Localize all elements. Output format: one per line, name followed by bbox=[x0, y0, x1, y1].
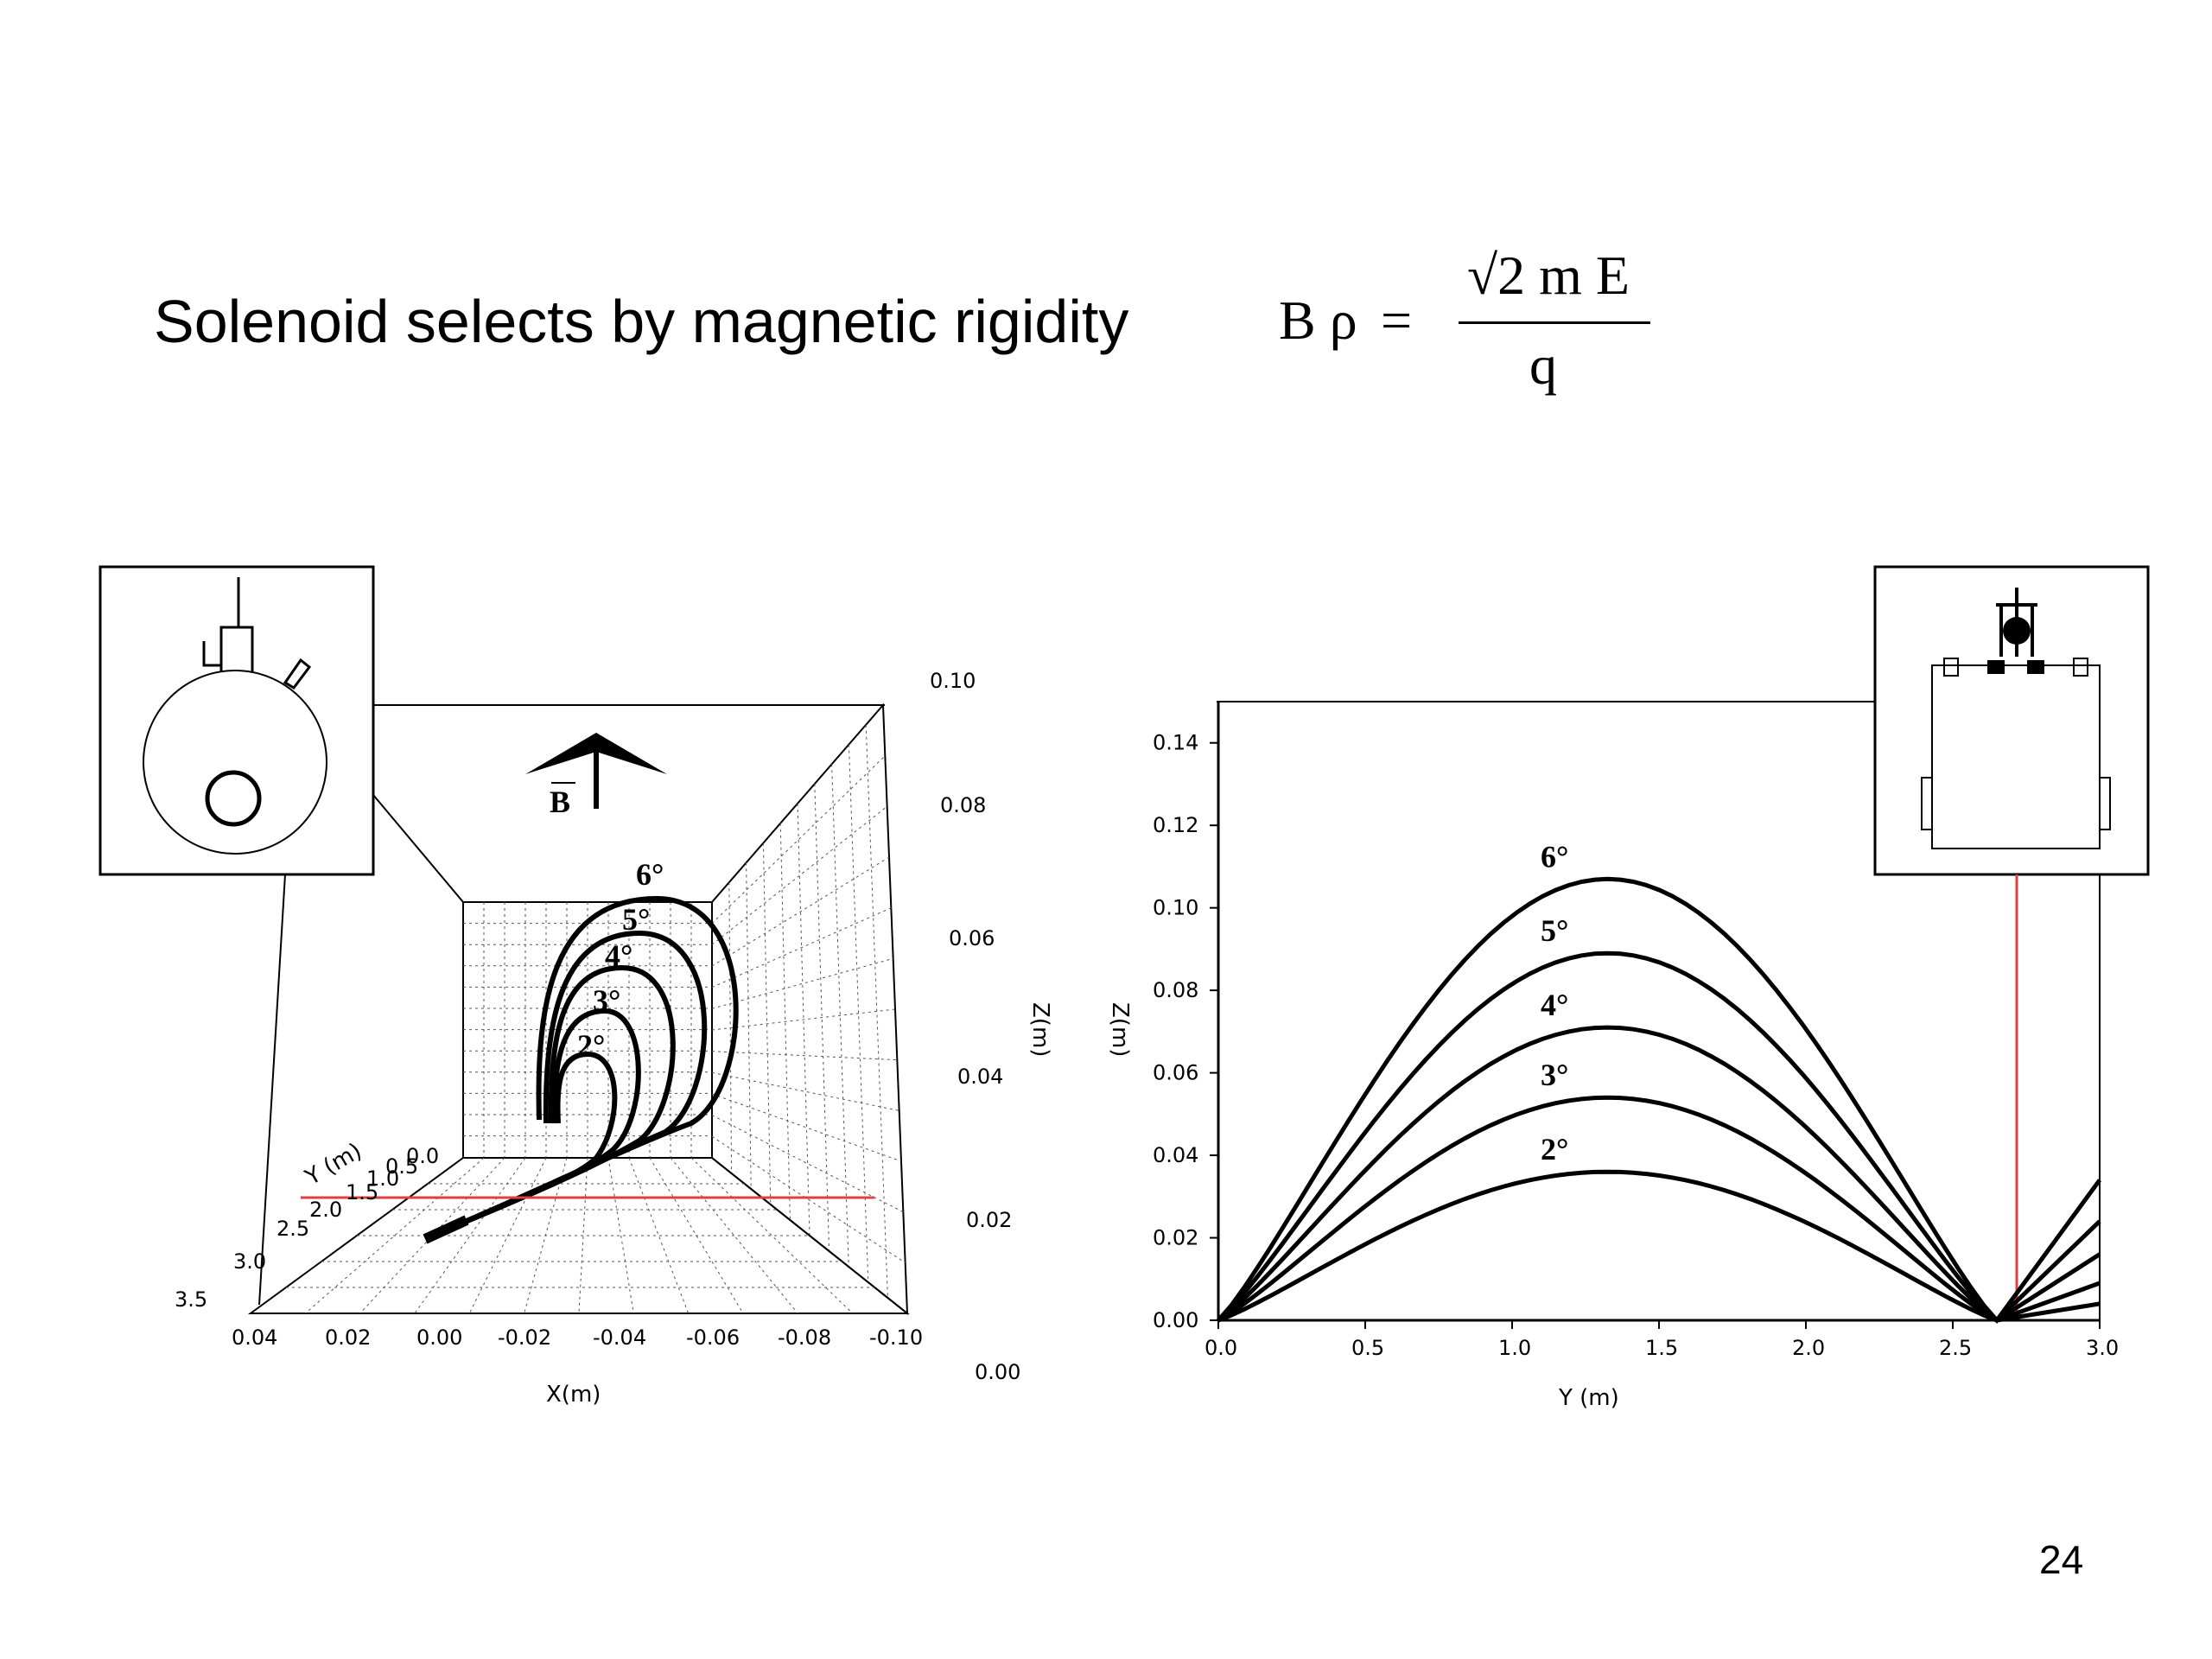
solenoid-circle bbox=[143, 670, 327, 855]
series-line bbox=[1217, 1169, 2101, 1323]
series-line bbox=[1217, 1095, 2101, 1323]
magnetic-field-arrow: B bbox=[525, 733, 667, 819]
rigidity-formula: B ρ = √2 m E q bbox=[1279, 244, 1659, 408]
formula-fraction-bar bbox=[1459, 321, 1650, 324]
svg-text:0.00: 0.00 bbox=[416, 1325, 462, 1350]
svg-text:-0.04: -0.04 bbox=[593, 1325, 646, 1350]
y-tick-label: 0.02 bbox=[1153, 1226, 1198, 1250]
angle-labels-3d: 6° 5° 4° 3° 2° bbox=[577, 857, 664, 1063]
angle-label-5: 5° bbox=[622, 902, 650, 937]
svg-text:2.0: 2.0 bbox=[309, 1198, 342, 1222]
svg-text:-0.06: -0.06 bbox=[686, 1325, 740, 1350]
x-tick-label: 0.5 bbox=[1351, 1336, 1384, 1360]
trajectories-3d bbox=[423, 895, 739, 1244]
y-tick-label: 0.14 bbox=[1153, 731, 1198, 755]
x-axis-label-right: Y (m) bbox=[1558, 1385, 1619, 1411]
svg-text:2.5: 2.5 bbox=[276, 1217, 309, 1241]
series-lines bbox=[1217, 876, 2102, 1324]
target-circle bbox=[205, 770, 262, 827]
svg-text:3.5: 3.5 bbox=[175, 1287, 207, 1312]
y-tick-label: 0.06 bbox=[1153, 1061, 1198, 1085]
x-tick-label: 1.0 bbox=[1498, 1336, 1531, 1360]
svg-text:0.00: 0.00 bbox=[975, 1360, 1020, 1384]
y-axis-label-right: Z(m) bbox=[1107, 1002, 1133, 1057]
series-line bbox=[1217, 1025, 2101, 1324]
inset-solenoid-side bbox=[1873, 565, 2150, 876]
formula-lhs: B ρ bbox=[1279, 289, 1357, 351]
svg-text:0.04: 0.04 bbox=[232, 1325, 277, 1350]
svg-text:-0.08: -0.08 bbox=[778, 1325, 831, 1350]
svg-text:3.0: 3.0 bbox=[233, 1249, 266, 1274]
svg-text:-0.10: -0.10 bbox=[869, 1325, 923, 1350]
series-label: 3° bbox=[1541, 1058, 1568, 1092]
svg-text:0.10: 0.10 bbox=[930, 669, 976, 693]
svg-text:1.0: 1.0 bbox=[366, 1166, 399, 1191]
svg-text:0.02: 0.02 bbox=[325, 1325, 371, 1350]
svg-text:0.06: 0.06 bbox=[949, 926, 995, 950]
y-tick-label: 0.04 bbox=[1153, 1143, 1198, 1167]
x-tick-label: 3.0 bbox=[2086, 1336, 2119, 1360]
y-tick-label: 0.08 bbox=[1153, 978, 1198, 1002]
svg-text:0.0: 0.0 bbox=[406, 1144, 439, 1168]
angle-label-6: 6° bbox=[636, 857, 664, 892]
x-axis-label-left: X(m) bbox=[546, 1382, 601, 1408]
angle-label-4: 4° bbox=[605, 938, 632, 973]
y-depth-axis-ticks: 3.5 3.0 2.5 2.0 1.5 1.0 0.5 0.0 Y (m) bbox=[175, 1138, 439, 1312]
page-number: 24 bbox=[2039, 1537, 2084, 1582]
x-tick-label: 2.5 bbox=[1939, 1336, 1972, 1360]
detector-sketch bbox=[202, 577, 254, 672]
svg-text:1.5: 1.5 bbox=[346, 1180, 378, 1205]
right-2d-chart: 0.0 0.5 1.0 1.5 2.0 2.5 3.0 0.00 0.02 0.04 0.06 0.0… bbox=[1107, 565, 2150, 1411]
x-tick-label: 0.0 bbox=[1205, 1336, 1237, 1360]
series-line bbox=[1217, 876, 2102, 1324]
left-3d-figure: B 6° 5° 4° 3° 2° 0.10 0.08 0.06 0.04 0 bbox=[99, 565, 1053, 1408]
svg-text:0.08: 0.08 bbox=[940, 793, 986, 817]
angle-label-3: 3° bbox=[593, 983, 620, 1018]
formula-equals: = bbox=[1381, 289, 1413, 351]
x-tick-label: 2.0 bbox=[1792, 1336, 1825, 1360]
y-tick-label: 0.12 bbox=[1153, 813, 1198, 837]
angle-label-2: 2° bbox=[577, 1028, 605, 1063]
svg-text:0.04: 0.04 bbox=[957, 1065, 1003, 1089]
slide-title: Solenoid selects by magnetic rigidity bbox=[154, 288, 1129, 355]
field-label: B bbox=[550, 785, 570, 819]
y-tick-label: 0.00 bbox=[1153, 1308, 1198, 1332]
formula-numerator: √2 m E bbox=[1467, 245, 1630, 306]
series-label: 5° bbox=[1541, 913, 1568, 948]
series-line bbox=[1217, 950, 2101, 1324]
x-axis-ticks: 0.04 0.02 0.00 -0.02 -0.04 -0.06 -0.08 -… bbox=[232, 1325, 923, 1408]
svg-text:-0.02: -0.02 bbox=[498, 1325, 551, 1350]
svg-text:0.5: 0.5 bbox=[385, 1154, 418, 1179]
series-label: 2° bbox=[1541, 1132, 1568, 1166]
series-label: 4° bbox=[1541, 988, 1568, 1022]
y-tick-label: 0.10 bbox=[1153, 896, 1198, 920]
formula-denominator: q bbox=[1529, 334, 1557, 396]
svg-text:0.02: 0.02 bbox=[966, 1208, 1012, 1232]
series-label: 6° bbox=[1541, 839, 1568, 874]
inset-solenoid-front bbox=[99, 565, 375, 876]
z-axis-ticks: 0.10 0.08 0.06 0.04 0.02 0.00 Z(m) bbox=[930, 669, 1053, 1384]
port-sketch bbox=[283, 658, 312, 690]
z-axis-label-left: Z(m) bbox=[1027, 1002, 1053, 1057]
x-tick-label: 1.5 bbox=[1645, 1336, 1678, 1360]
